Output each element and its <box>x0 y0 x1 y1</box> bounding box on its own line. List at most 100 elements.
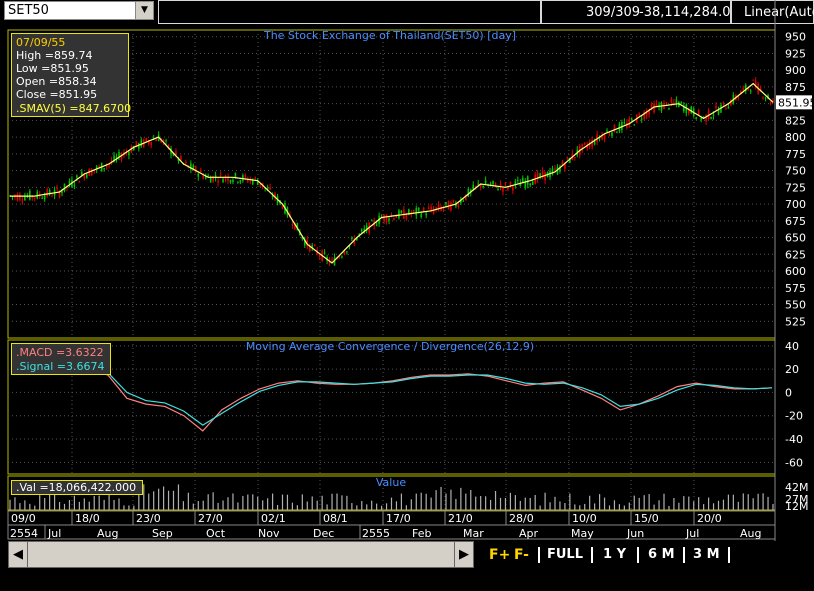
scroll-right-icon[interactable]: ▶ <box>454 541 474 568</box>
separator <box>728 547 730 563</box>
candle-body <box>673 102 675 104</box>
date-tick-label: 28/0 <box>509 512 534 525</box>
candle-body <box>727 106 730 109</box>
volume-bar <box>519 500 521 510</box>
candle-body <box>244 174 247 178</box>
zoom-in-button[interactable]: F+ <box>489 547 511 563</box>
horizontal-scrollbar[interactable] <box>8 541 456 568</box>
candle-body <box>105 165 108 167</box>
price-tick-label: 875 <box>785 81 806 94</box>
candle-body <box>739 91 742 95</box>
candle-body <box>638 114 641 116</box>
volume-bar <box>480 495 482 510</box>
volume-bar <box>539 505 541 510</box>
candle-body <box>621 122 623 130</box>
candle-body <box>608 134 611 136</box>
candle-body <box>554 168 556 170</box>
volume-bar <box>242 495 244 510</box>
scale-mode-field[interactable]: Linear(Auto) <box>731 0 814 24</box>
volume-bar <box>698 497 700 510</box>
candle-body <box>722 101 725 103</box>
volume-bar <box>202 500 204 510</box>
volume-bar <box>371 500 373 510</box>
candle-body <box>415 208 418 216</box>
candle-body <box>388 218 390 221</box>
period-full-button[interactable]: FULL <box>547 547 584 562</box>
candle-body <box>593 141 596 145</box>
price-tick-label: 600 <box>785 265 806 278</box>
price-tick-label: 575 <box>785 282 806 295</box>
candle-body <box>83 174 86 179</box>
candle-body <box>648 110 650 115</box>
volume-bar <box>623 505 625 510</box>
candle-body <box>95 166 98 170</box>
volume-bar <box>712 503 715 510</box>
candle-body <box>242 175 244 181</box>
candle-body <box>531 181 534 186</box>
candle-body <box>51 195 53 197</box>
price-tick-label: 725 <box>785 181 806 194</box>
candle-body <box>683 105 685 112</box>
candle-body <box>365 225 368 231</box>
candle-body <box>440 206 442 211</box>
volume-bar <box>732 494 734 510</box>
volume-bar <box>524 497 526 510</box>
volume-bar <box>499 497 502 510</box>
candle-body <box>150 141 153 146</box>
volume-bar <box>24 500 26 510</box>
symbol-selector[interactable]: SET50 ▼ <box>4 1 154 20</box>
dropdown-arrow-icon[interactable]: ▼ <box>135 2 153 19</box>
price-tick-label: 900 <box>785 64 806 77</box>
candle-body <box>477 183 480 185</box>
candle-body <box>222 179 224 183</box>
candle-body <box>19 194 21 200</box>
volume-bar <box>638 497 640 510</box>
volume-bar <box>346 495 348 510</box>
candle-body <box>687 108 690 114</box>
volume-bar <box>172 490 175 510</box>
candle-body <box>700 117 702 120</box>
volume-bar <box>286 494 289 510</box>
candle-body <box>162 139 165 143</box>
volume-bar <box>217 502 219 510</box>
candle-body <box>103 168 105 170</box>
candle-body <box>147 141 150 144</box>
candle-body <box>613 124 616 133</box>
stock-chart[interactable]: 09/0 18/0 23/0 27/0 02/1 08/1 17/0 21/0 28/0 10/0… <box>0 0 814 541</box>
candle-body <box>752 79 754 81</box>
volume-bar <box>212 492 214 510</box>
period-6m-button[interactable]: 6 M <box>648 547 675 562</box>
scroll-left-icon[interactable]: ◀ <box>8 541 28 568</box>
volume-bar <box>49 493 51 510</box>
volume-bar <box>380 505 383 510</box>
candle-body <box>140 139 143 147</box>
candle-body <box>239 180 242 183</box>
volume-bar <box>703 504 705 510</box>
volume-bar <box>717 500 720 510</box>
volume-bar <box>29 503 31 510</box>
candle-body <box>16 194 19 201</box>
volume-bar <box>509 492 512 510</box>
candle-body <box>460 199 462 203</box>
volume-bar <box>281 494 284 510</box>
zoom-out-button[interactable]: F- <box>514 547 529 563</box>
volume-bar <box>103 499 105 510</box>
candle-body <box>725 108 727 110</box>
volume-bar <box>693 501 695 510</box>
volume-bar <box>549 502 551 510</box>
volume-bar <box>658 500 660 510</box>
candle-body <box>469 189 472 193</box>
candle-body <box>650 103 653 108</box>
month-label: Nov <box>258 527 280 540</box>
candle-body <box>130 147 133 153</box>
candle-body <box>655 103 658 107</box>
candle-body <box>588 142 591 147</box>
separator <box>683 547 685 563</box>
period-3m-button[interactable]: 3 M <box>693 547 720 562</box>
candle-body <box>574 156 576 158</box>
month-label: Feb <box>412 527 431 540</box>
candle-body <box>509 181 512 185</box>
candle-body <box>717 109 720 115</box>
period-1y-button[interactable]: 1 Y <box>603 547 626 562</box>
candle-body <box>744 84 747 92</box>
